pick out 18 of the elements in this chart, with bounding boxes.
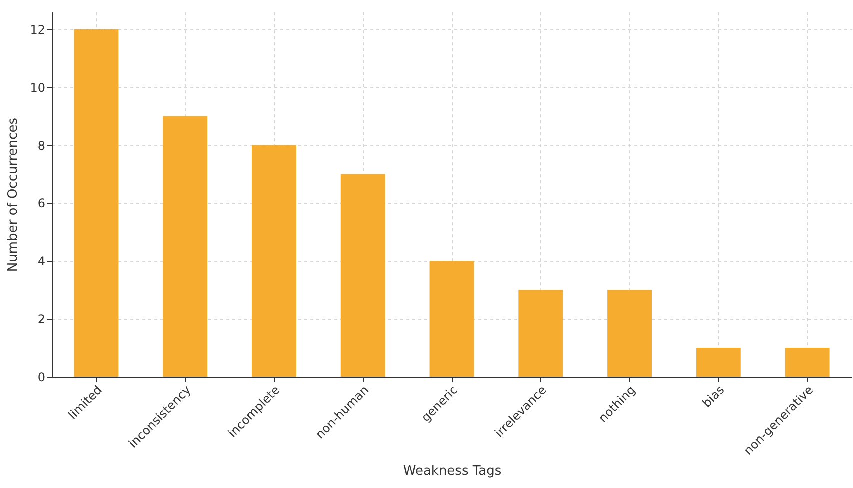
- bar: [163, 116, 208, 377]
- y-tick-label: 10: [30, 80, 46, 95]
- bar: [430, 261, 474, 377]
- y-tick-label: 8: [38, 138, 46, 153]
- bar: [518, 290, 564, 377]
- y-tick-label: 4: [38, 254, 46, 269]
- y-tick-label: 0: [38, 370, 46, 384]
- bar: [340, 174, 386, 377]
- bar: [696, 348, 741, 377]
- bar: [785, 348, 830, 377]
- x-axis-title: Weakness Tags: [403, 464, 502, 480]
- bar: [252, 145, 296, 377]
- y-tick-label: 12: [30, 22, 46, 37]
- y-tick-label: 6: [38, 196, 46, 211]
- bar: [608, 290, 652, 377]
- y-axis-title: Number of Occurrences: [6, 118, 22, 272]
- y-tick-label: 2: [38, 312, 46, 327]
- bar: [74, 29, 119, 377]
